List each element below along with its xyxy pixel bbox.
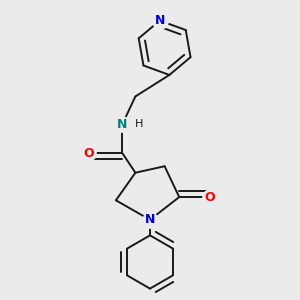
Text: N: N [145,213,155,226]
Text: O: O [205,190,215,204]
Text: O: O [83,147,94,160]
Text: N: N [117,118,128,130]
Text: N: N [154,14,165,27]
Text: H: H [135,119,143,129]
